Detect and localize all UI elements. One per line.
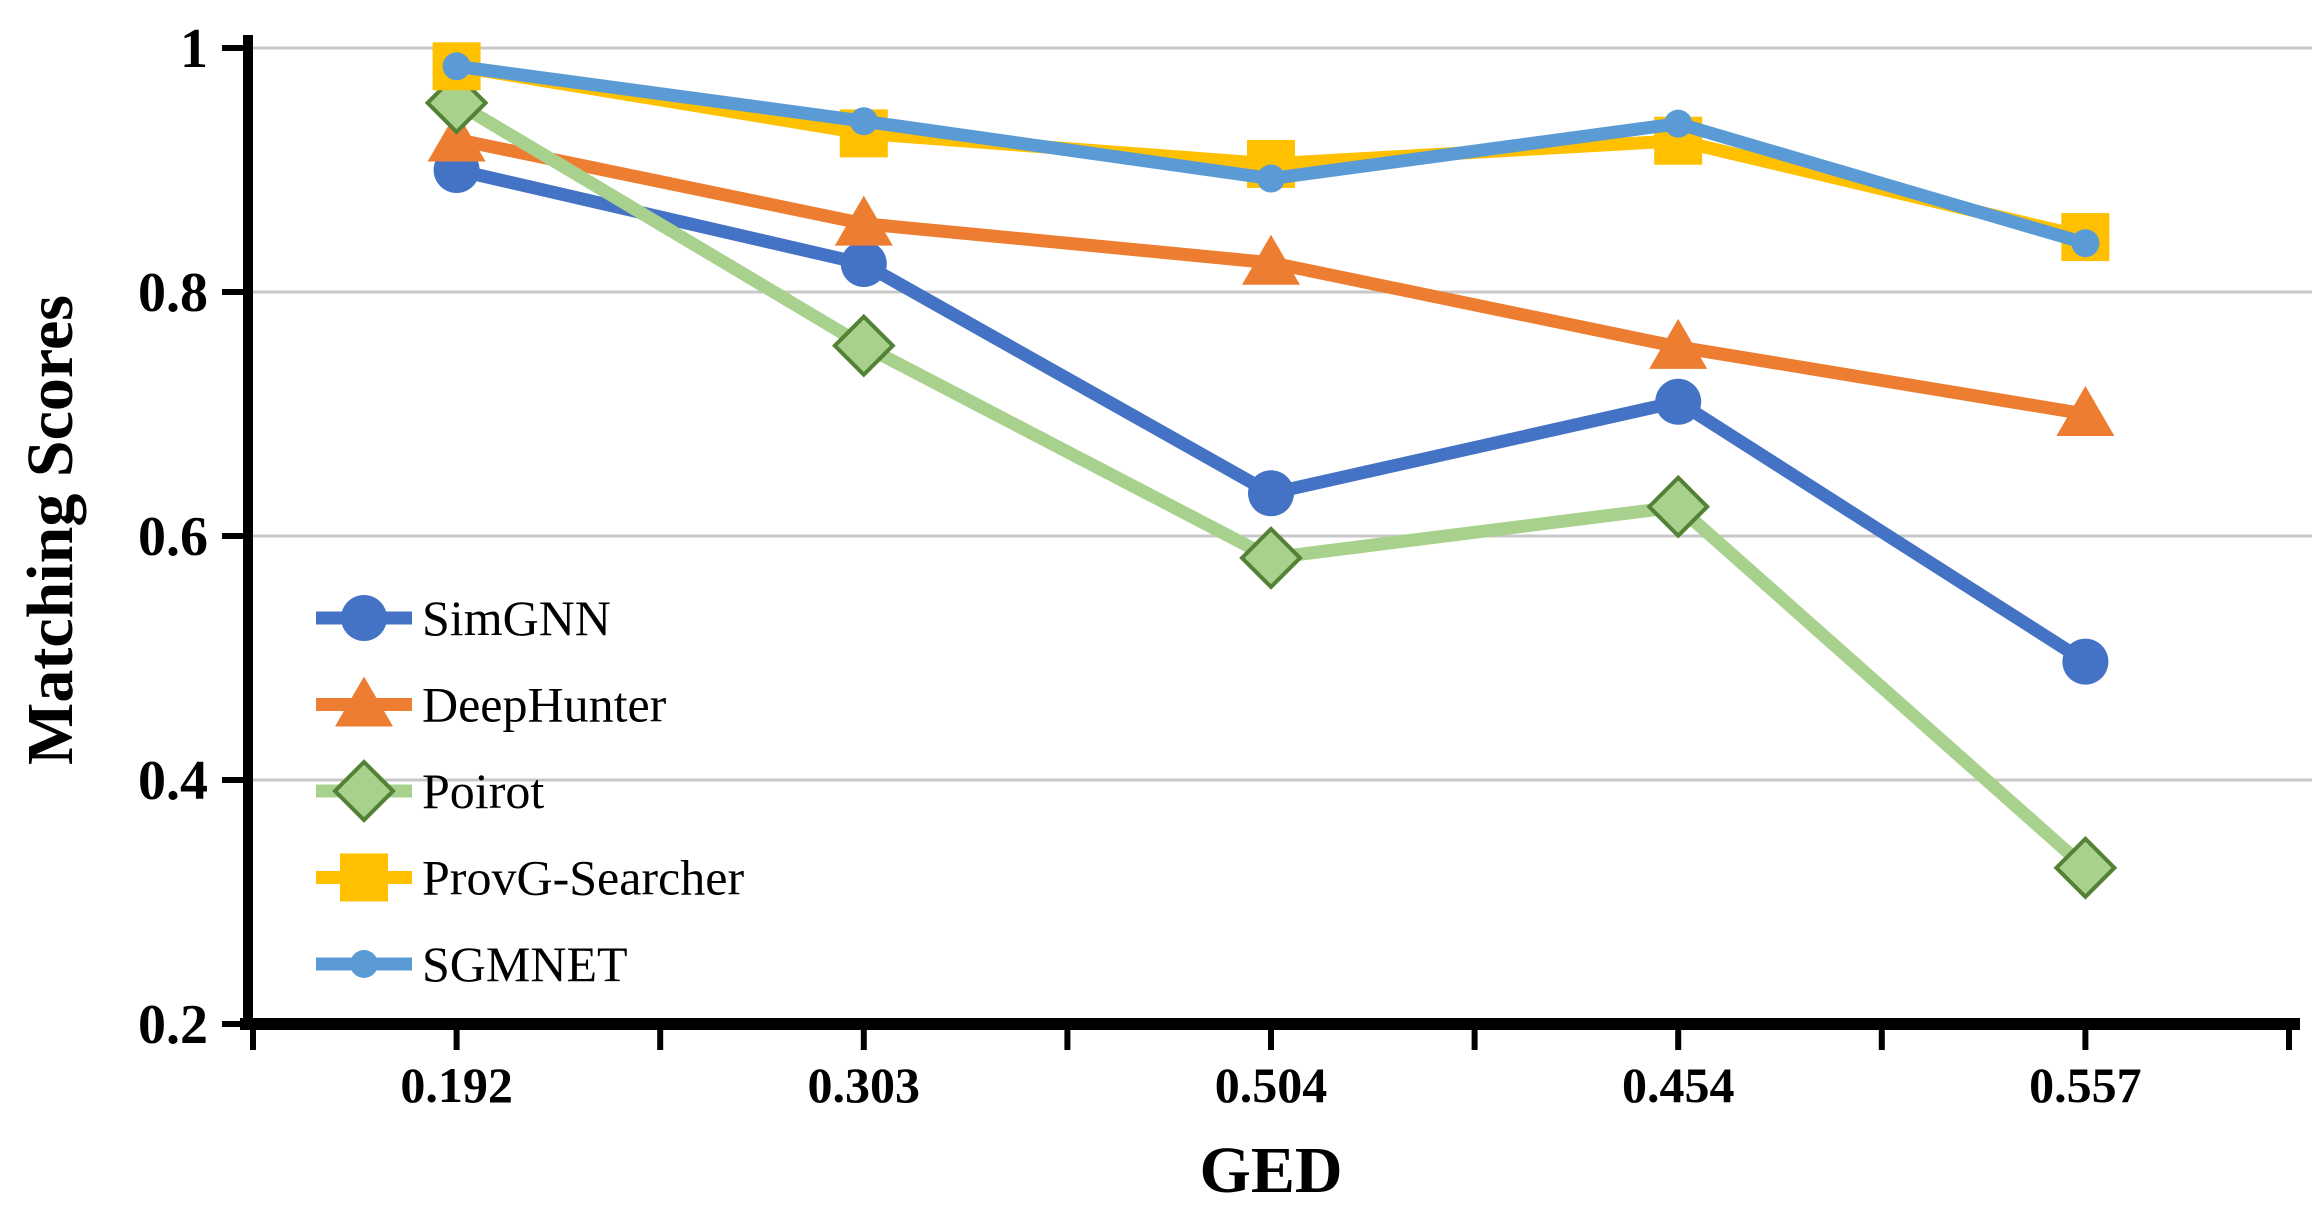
legend-item-SimGNN: SimGNN <box>316 590 611 646</box>
Poirot-marker <box>1239 526 1303 590</box>
legend-item-SGMNET: SGMNET <box>316 936 628 992</box>
y-tick-label: 1 <box>180 18 208 80</box>
DeepHunter-marker <box>834 195 893 246</box>
y-tick-label: 0.4 <box>138 750 208 812</box>
ProvG-Searcher-marker <box>340 853 388 902</box>
SimGNN-marker <box>840 240 887 287</box>
Poirot-legend-label: Poirot <box>422 763 544 819</box>
DeepHunter-marker <box>2056 386 2115 436</box>
SGMNET-marker <box>350 950 378 978</box>
Poirot-marker <box>2053 836 2118 900</box>
series-SimGNN <box>433 147 2109 685</box>
DeepHunter-marker <box>1242 234 1300 285</box>
legend: SimGNN DeepHunter Poirot ProvG-Searcher SGMN… <box>316 590 744 992</box>
y-tick-label: 0.6 <box>138 506 208 568</box>
axis-tick-labels: 1 0.8 0.6 0.4 0.2 0.192 0.303 0.504 0.454 0.557 <box>138 18 2142 1113</box>
series-DeepHunter <box>427 111 2115 436</box>
SimGNN-marker <box>1248 470 1294 517</box>
SimGNN-marker <box>2062 638 2109 685</box>
Poirot-marker <box>831 313 896 378</box>
legend-item-Poirot: Poirot <box>316 759 544 823</box>
x-tick-label: 0.192 <box>400 1057 513 1113</box>
x-tick-label: 0.504 <box>1215 1057 1328 1113</box>
ProvG-Searcher-legend-label: ProvG-Searcher <box>422 850 744 906</box>
x-axis-title: GED <box>1199 1134 1342 1207</box>
SGMNET-marker <box>2071 229 2100 258</box>
axes <box>222 35 2300 1050</box>
legend-item-DeepHunter: DeepHunter <box>316 676 667 733</box>
SGMNET-legend-label: SGMNET <box>422 936 628 992</box>
x-tick-label: 0.454 <box>1622 1057 1735 1113</box>
x-tick-label: 0.303 <box>808 1057 921 1113</box>
DeepHunter-marker <box>335 676 393 727</box>
Poirot-marker <box>332 759 396 823</box>
y-tick-label: 0.2 <box>138 994 208 1056</box>
DeepHunter-legend-label: DeepHunter <box>422 677 667 733</box>
y-axis-title: Matching Scores <box>14 295 87 765</box>
SimGNN-legend-label: SimGNN <box>422 590 611 646</box>
series-lines <box>424 42 2118 900</box>
SimGNN-marker <box>341 595 387 641</box>
DeepHunter-marker <box>427 111 486 162</box>
x-tick-label: 0.557 <box>2029 1057 2142 1113</box>
Poirot-marker <box>1646 474 1711 539</box>
SimGNN-marker <box>1655 378 1702 425</box>
DeepHunter-marker <box>1649 318 1708 369</box>
SGMNET-marker <box>1664 109 1693 138</box>
SGMNET-marker <box>442 52 471 81</box>
legend-item-ProvG-Searcher: ProvG-Searcher <box>316 850 744 906</box>
series-SGMNET <box>442 52 2100 258</box>
SGMNET-marker <box>849 107 878 136</box>
y-tick-label: 0.8 <box>138 262 208 324</box>
SGMNET-marker <box>1257 164 1285 193</box>
